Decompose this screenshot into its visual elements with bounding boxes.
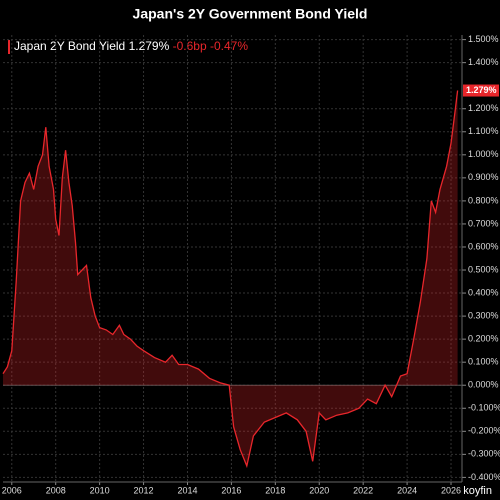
x-tick-label: 2022 xyxy=(353,485,373,495)
y-tick-label: 1.500% xyxy=(468,34,499,44)
x-tick-label: 2018 xyxy=(265,485,285,495)
y-tick-label: 0.000% xyxy=(468,380,499,390)
line xyxy=(2,90,459,469)
y-tick-label: 0.700% xyxy=(468,218,499,228)
y-tick-label: 0.400% xyxy=(468,287,499,297)
legend-label: Japan 2Y Bond Yield 1.279% -0.6bp -0.47% xyxy=(14,39,248,53)
legend-name: Japan 2Y Bond Yield xyxy=(14,39,125,53)
y-tick-label: -0.300% xyxy=(468,449,500,459)
x-tick-label: 2014 xyxy=(177,485,197,495)
y-tick-label: 0.900% xyxy=(468,172,499,182)
x-tick-label: 2024 xyxy=(397,485,417,495)
y-tick-label: -0.400% xyxy=(468,472,500,482)
legend-value: 1.279% xyxy=(129,39,170,53)
change-pct: -0.47% xyxy=(210,39,248,53)
x-tick-label: 2010 xyxy=(90,485,110,495)
y-tick-label: 0.200% xyxy=(468,334,499,344)
y-tick-label: 1.400% xyxy=(468,57,499,67)
chart-title: Japan's 2Y Government Bond Yield xyxy=(133,6,368,22)
y-tick-label: 0.100% xyxy=(468,357,499,367)
x-tick-label: 2016 xyxy=(221,485,241,495)
y-tick-label: 0.800% xyxy=(468,195,499,205)
last-value-box xyxy=(463,84,499,97)
y-tick-label: 0.300% xyxy=(468,310,499,320)
x-tick-label: 2008 xyxy=(46,485,66,495)
area xyxy=(3,90,458,466)
y-tick-label: 1.000% xyxy=(468,149,499,159)
y-tick-label: -0.200% xyxy=(468,426,500,436)
y-tick-label: 1.100% xyxy=(468,126,499,136)
watermark: koyfin xyxy=(463,485,492,497)
x-tick-label: 2020 xyxy=(309,485,329,495)
y-tick-label: -0.100% xyxy=(468,403,500,413)
x-tick-label: 2026 xyxy=(441,485,461,495)
y-tick-label: 0.600% xyxy=(468,241,499,251)
last-value-label: 1.279% xyxy=(466,85,497,95)
y-tick-label: 0.500% xyxy=(468,264,499,274)
y-tick-label: 1.200% xyxy=(468,103,499,113)
change-bp: -0.6bp xyxy=(173,39,207,53)
legend-swatch xyxy=(8,40,10,54)
x-tick-label: 2012 xyxy=(134,485,154,495)
x-tick-label: 2006 xyxy=(2,485,22,495)
